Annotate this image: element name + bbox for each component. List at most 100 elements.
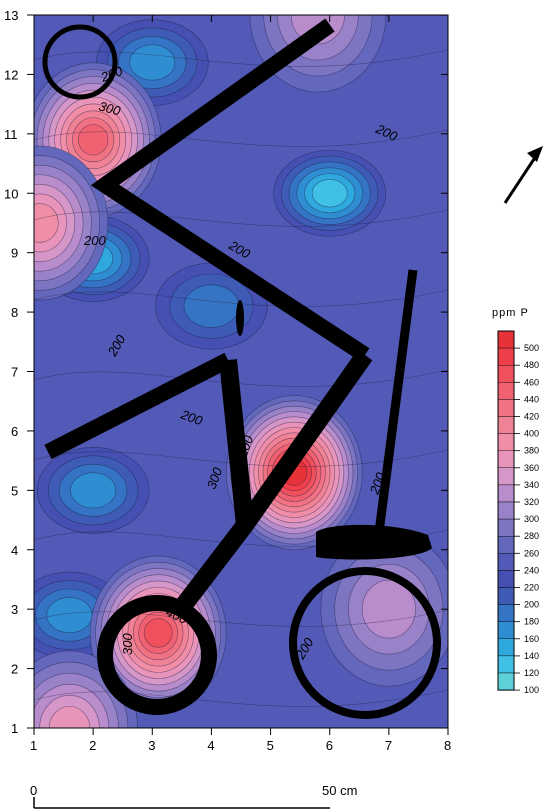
colorbar-swatch: [497, 621, 515, 640]
colorbar-swatch: [497, 399, 515, 417]
contour-line: [34, 289, 448, 307]
colorbar-label: 340: [524, 480, 539, 490]
valley-0: [273, 149, 387, 237]
contour-band: [77, 124, 109, 156]
colorbar-swatch: [497, 484, 515, 503]
y-tick-label: 1: [11, 721, 18, 736]
y-tick-label: 6: [11, 424, 18, 439]
contour-band: [129, 44, 176, 81]
seat-post: [219, 359, 254, 526]
contour-line: [34, 609, 448, 627]
contour-band: [46, 597, 93, 634]
x-tick-label: 6: [326, 738, 333, 753]
scale-bar-end-label: 50 cm: [322, 783, 357, 798]
contour-line: [34, 49, 448, 67]
colorbar-label: 320: [524, 497, 539, 507]
colorbar-label: 460: [524, 377, 539, 387]
colorbar-swatch: [497, 655, 515, 674]
colorbar-swatch: [497, 536, 515, 554]
x-tick-label: 3: [148, 738, 155, 753]
colorbar-label: 220: [524, 583, 539, 593]
colorbar: ppm P 500 480 460 440 420 400 380 360 340 320 300 28…: [492, 307, 539, 695]
colorbar-label: 420: [524, 412, 539, 422]
contour-band: [361, 579, 416, 639]
peak-3: [34, 145, 109, 301]
fork: [373, 269, 418, 541]
contour-band: [143, 618, 173, 648]
colorbar-swatch: [497, 553, 515, 571]
contour-band: [34, 203, 59, 243]
colorbar-swatch: [497, 570, 515, 588]
colorbar-label: 240: [524, 565, 539, 575]
x-tick-label: 5: [267, 738, 274, 753]
scale-bar-line: [33, 797, 330, 809]
contour-line: [34, 449, 448, 467]
scale-bar: 0 50 cm: [30, 783, 357, 809]
frame-upper: [90, 18, 370, 362]
contour-label: 300: [204, 465, 226, 491]
front-wheel: [97, 595, 217, 715]
contour-label: 300: [120, 633, 135, 655]
y-tick-label: 5: [11, 483, 18, 498]
y-tick-label: 11: [4, 127, 18, 142]
peak-2: [34, 62, 162, 218]
contour-line: [34, 689, 448, 707]
colorbar-label: 380: [524, 446, 539, 456]
colorbar-swatch: [497, 433, 515, 451]
scale-bar-start-label: 0: [30, 783, 37, 798]
colorbar-swatch: [497, 365, 515, 383]
colorbar-label: 280: [524, 531, 539, 541]
valley-2: [36, 447, 150, 534]
x-tick-label: 4: [207, 738, 214, 753]
contour-band: [70, 472, 117, 509]
x-tick-label: 2: [89, 738, 96, 753]
colorbar-label: 480: [524, 360, 539, 370]
rear-wheel: [289, 567, 441, 719]
colorbar-swatch: [497, 382, 515, 400]
y-tick-label: 2: [11, 662, 18, 677]
colorbar-swatch: [497, 672, 515, 691]
colorbar-label: 200: [524, 600, 539, 610]
colorbar-label: 100: [524, 685, 539, 695]
y-tick-label: 4: [11, 543, 18, 558]
colorbar-swatch: [497, 416, 515, 434]
colorbar-frame: [497, 330, 515, 691]
colorbar-swatch: [497, 330, 515, 349]
colorbar-swatch: [497, 347, 515, 366]
y-tick-label: 3: [11, 602, 18, 617]
contour-band: [183, 284, 240, 328]
y-tick-label: 7: [11, 365, 18, 380]
north-arrow-head: [527, 146, 543, 162]
handlebar: [44, 352, 232, 460]
colorbar-label: 160: [524, 634, 539, 644]
x-tick-label: 1: [30, 738, 37, 753]
seat-mark: [236, 300, 244, 336]
contour-band: [311, 179, 348, 208]
pedal: [316, 524, 432, 560]
colorbar-swatch: [497, 450, 515, 469]
colorbar-label: 120: [524, 668, 539, 678]
colorbar-swatch: [497, 638, 515, 657]
y-tick-label: 10: [4, 186, 18, 201]
colorbar-label: 300: [524, 514, 539, 524]
colorbar-swatch: [497, 587, 515, 605]
colorbar-label: 180: [524, 617, 539, 627]
colorbar-swatch: [497, 604, 515, 622]
contour-line: [34, 369, 448, 387]
y-tick-label: 13: [4, 8, 18, 23]
colorbar-title: ppm P: [492, 307, 529, 319]
contour-label: 200: [83, 233, 106, 248]
top-left-circle: [42, 24, 118, 100]
contour-line: [34, 209, 448, 227]
contour-line: [34, 129, 448, 147]
y-tick-label: 9: [11, 246, 18, 261]
colorbar-label: 440: [524, 394, 539, 404]
colorbar-label: 400: [524, 429, 539, 439]
bicycle-overlay: [42, 18, 543, 719]
y-tick-label: 12: [4, 67, 18, 82]
colorbar-swatch: [497, 518, 515, 537]
colorbar-label: 360: [524, 463, 539, 473]
y-tick-label: 8: [11, 305, 18, 320]
